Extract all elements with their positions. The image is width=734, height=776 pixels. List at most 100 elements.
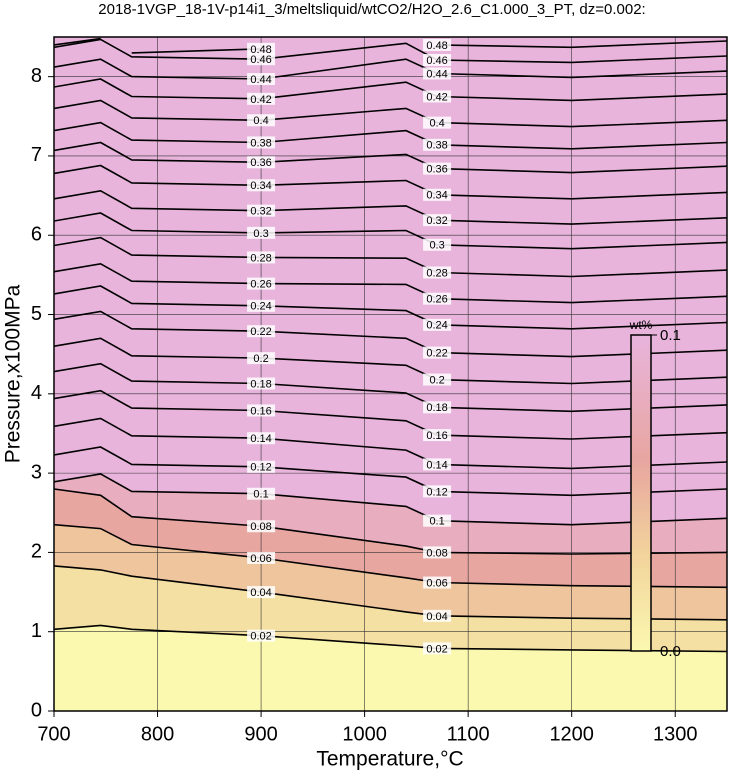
contour-label-bg xyxy=(247,136,276,149)
contour-label-bg xyxy=(423,138,452,151)
contour-label: 0.46 xyxy=(426,55,447,67)
contour-label: 0.18 xyxy=(426,402,447,414)
contour-line xyxy=(54,624,727,653)
colorbar-label: wt% xyxy=(629,318,653,332)
contour-label: 0.02 xyxy=(426,643,447,655)
contour-line xyxy=(131,40,727,54)
contour-label: 0.48 xyxy=(250,44,271,56)
contour-line xyxy=(54,523,727,589)
contour-label-bg xyxy=(423,346,452,359)
contour-label: 0.24 xyxy=(426,320,447,332)
contour-label: 0.14 xyxy=(426,459,447,471)
contour-label: 0.36 xyxy=(426,164,447,176)
contour-label: 0.08 xyxy=(426,547,447,559)
contour-label-bg xyxy=(423,162,452,175)
contour-label-bg xyxy=(247,460,276,473)
contour-label-bg xyxy=(247,226,276,239)
contour-line xyxy=(54,141,727,174)
contour-label-bg xyxy=(423,116,452,129)
contour-label: 0.42 xyxy=(426,91,447,103)
contour-line xyxy=(54,337,727,385)
x-tick-label: 1200 xyxy=(549,723,594,745)
contour-label: 0.04 xyxy=(250,587,271,599)
contour-line xyxy=(54,473,727,526)
contour-label-bg xyxy=(423,238,452,251)
contour-line xyxy=(54,446,727,497)
y-tick-label: 4 xyxy=(31,382,42,404)
contour-label-bg xyxy=(247,520,276,533)
contour-label-bg xyxy=(423,67,452,80)
contour-line xyxy=(54,417,727,470)
contour-label: 0.32 xyxy=(250,206,271,218)
contour-label: 0.3 xyxy=(429,240,444,252)
contour-line xyxy=(54,58,727,80)
contour-label: 0.2 xyxy=(253,353,268,365)
contour-label-bg xyxy=(247,299,276,312)
contour-label: 0.16 xyxy=(426,430,447,442)
chart-title: 2018-1VGP_18-1V-p14i1_3/meltsliquid/wtCO… xyxy=(98,1,645,18)
contour-label-bg xyxy=(247,377,276,390)
contour-lines: 0.02 0.02 0.04 0.04 0.06 0.06 0.08 0.08 0.1 0.1 0.… xyxy=(54,37,727,711)
contour-label-bg xyxy=(247,629,276,642)
contour-label-bg xyxy=(423,292,452,305)
colorbar-tick-label: 0.0 xyxy=(660,643,681,660)
contour-label-bg xyxy=(423,266,452,279)
contour-label-bg xyxy=(423,458,452,471)
contour-label-bg xyxy=(423,429,452,442)
contour-label: 0.3 xyxy=(253,228,268,240)
contour-label: 0.26 xyxy=(426,294,447,306)
contour-label-bg xyxy=(423,546,452,559)
contour-label: 0.28 xyxy=(250,252,271,264)
contour-label: 0.22 xyxy=(426,347,447,359)
contour-line xyxy=(54,565,727,621)
contour-label: 0.04 xyxy=(426,611,447,623)
contour-label: 0.24 xyxy=(250,301,271,313)
colorbar-tick-label: 0.1 xyxy=(660,327,681,344)
contour-line xyxy=(54,362,727,413)
contour-label-bg xyxy=(423,609,452,622)
x-axis-label: Temperature,°C xyxy=(316,748,463,771)
y-tick-label: 0 xyxy=(31,699,42,721)
x-tick-label: 900 xyxy=(244,723,277,745)
contour-label-bg xyxy=(423,576,452,589)
contour-label-bg xyxy=(247,487,276,500)
contour-label: 0.12 xyxy=(250,462,271,474)
contour-label: 0.38 xyxy=(426,140,447,152)
contour-label-bg xyxy=(247,277,276,290)
contour-line xyxy=(54,212,727,250)
contour-label-bg xyxy=(423,373,452,386)
contour-label-bg xyxy=(423,485,452,498)
y-tick-label: 3 xyxy=(31,461,42,483)
contour-label: 0.44 xyxy=(426,68,447,80)
y-tick-label: 1 xyxy=(31,620,42,642)
contour-label-bg xyxy=(247,53,276,66)
contour-label: 0.1 xyxy=(253,489,268,501)
contour-fills xyxy=(54,37,727,711)
contour-label-bg xyxy=(247,432,276,445)
contour-line xyxy=(54,37,101,46)
contour-label: 0.1 xyxy=(429,516,444,528)
contour-label-bg xyxy=(423,38,452,51)
contour-label-bg xyxy=(247,114,276,127)
contour-label: 0.38 xyxy=(250,137,271,149)
contour-label: 0.4 xyxy=(253,115,268,127)
contour-label-bg xyxy=(247,73,276,86)
contour-label: 0.2 xyxy=(429,374,444,386)
y-tick-label: 5 xyxy=(31,303,42,325)
contour-label-bg xyxy=(247,204,276,217)
contour-label-bg xyxy=(423,401,452,414)
x-tick-label: 1300 xyxy=(653,723,698,745)
y-tick-label: 7 xyxy=(31,144,42,166)
contour-line xyxy=(54,189,727,225)
contour-label: 0.18 xyxy=(250,378,271,390)
x-tick-label: 1000 xyxy=(342,723,387,745)
contour-label: 0.46 xyxy=(250,54,271,66)
contour-label: 0.34 xyxy=(250,180,271,192)
contour-label-bg xyxy=(423,53,452,66)
contour-line xyxy=(54,236,727,278)
contour-label: 0.4 xyxy=(429,118,444,130)
contour-label: 0.34 xyxy=(426,190,447,202)
contour-label: 0.44 xyxy=(250,74,271,86)
contour-label: 0.08 xyxy=(250,521,271,533)
